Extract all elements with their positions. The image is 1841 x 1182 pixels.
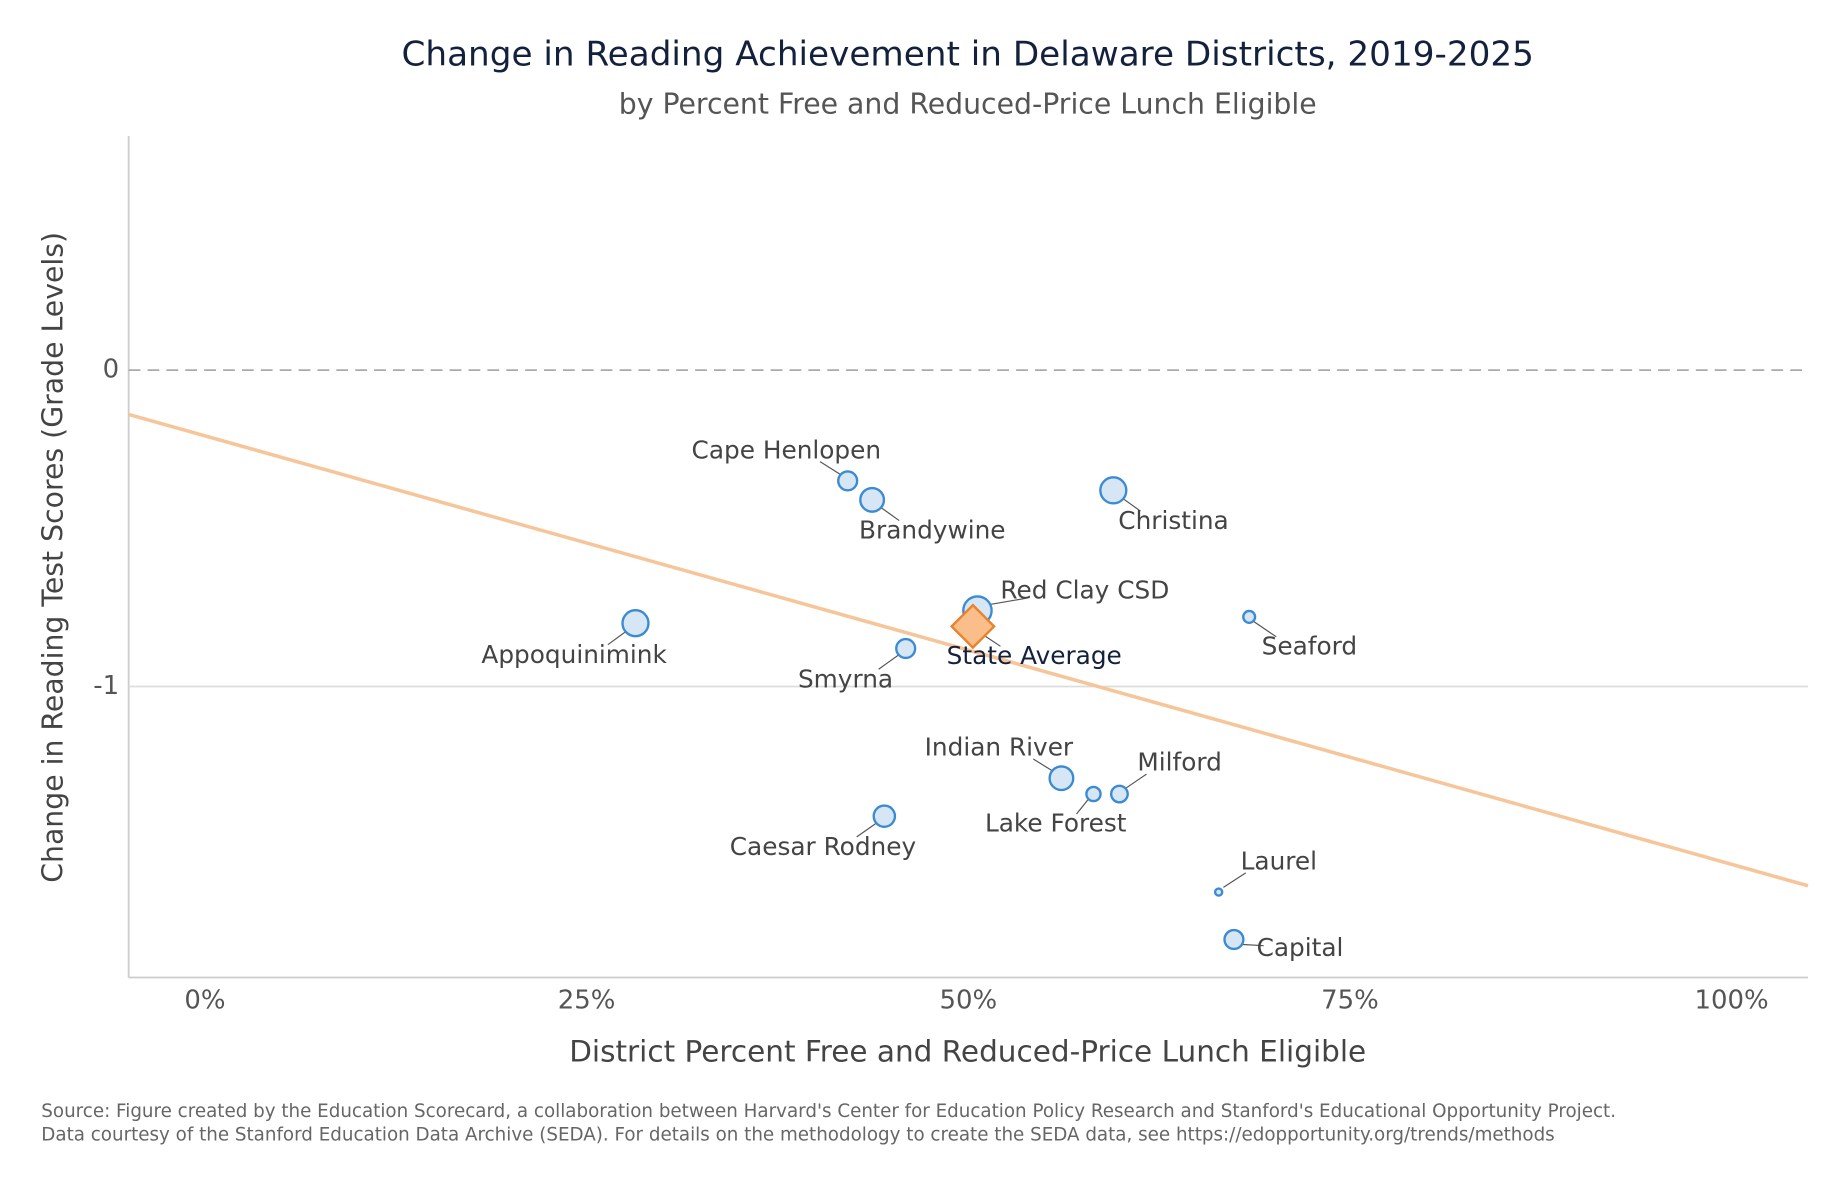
district-point: [1099, 476, 1128, 505]
point-label: Lake Forest: [985, 809, 1127, 838]
state-average-point: [949, 603, 996, 650]
district-point: [895, 637, 917, 660]
point-label: Caesar Rodney: [730, 832, 916, 861]
x-axis-label: District Percent Free and Reduced-Price …: [569, 1035, 1366, 1069]
district-point: [621, 609, 650, 638]
leader-line: [878, 652, 902, 670]
point-label: Christina: [1118, 506, 1228, 535]
leader-line: [1253, 621, 1277, 638]
district-point: [1085, 785, 1102, 803]
point-label: Laurel: [1241, 847, 1317, 876]
point-label: Seaford: [1262, 632, 1357, 661]
y-axis-label: Change in Reading Test Scores (Grade Lev…: [36, 232, 69, 883]
point-label: Brandywine: [859, 516, 1006, 545]
point-label: Milford: [1137, 747, 1221, 776]
district-point: [859, 486, 886, 513]
point-label: Appoquinimink: [481, 640, 667, 669]
x-tick-label: 0%: [184, 986, 225, 1016]
source-note: Source: Figure created by the Education …: [41, 1101, 1616, 1122]
x-tick-label: 75%: [1321, 986, 1379, 1016]
district-point: [1213, 887, 1224, 897]
x-tick-label: 100%: [1695, 986, 1769, 1016]
leader-line: [1123, 773, 1147, 790]
x-tick-label: 25%: [558, 986, 616, 1016]
district-point: [872, 804, 897, 828]
chart-subtitle: by Percent Free and Reduced-Price Lunch …: [619, 87, 1317, 120]
point-label: Cape Henlopen: [692, 435, 882, 464]
leader-line: [819, 461, 844, 477]
state-average-label: State Average: [947, 641, 1122, 670]
point-label: Smyrna: [798, 664, 893, 693]
chart-title: Change in Reading Achievement in Delawar…: [401, 34, 1533, 74]
district-point: [1223, 928, 1245, 951]
district-point: [837, 470, 859, 492]
district-point: [1109, 784, 1129, 804]
point-label: Indian River: [925, 733, 1074, 762]
x-tick-label: 50%: [939, 986, 997, 1016]
leader-line: [1223, 872, 1247, 888]
y-tick-label: 0: [103, 355, 120, 385]
source-note: Data courtesy of the Stanford Education …: [41, 1125, 1554, 1146]
point-label: Red Clay CSD: [1000, 576, 1169, 605]
district-point: [1242, 609, 1257, 624]
district-point: [1048, 765, 1075, 792]
y-tick-label: -1: [93, 671, 119, 701]
trend-line: [128, 412, 1809, 888]
leader-line: [1076, 798, 1090, 815]
point-label: Capital: [1257, 933, 1344, 962]
